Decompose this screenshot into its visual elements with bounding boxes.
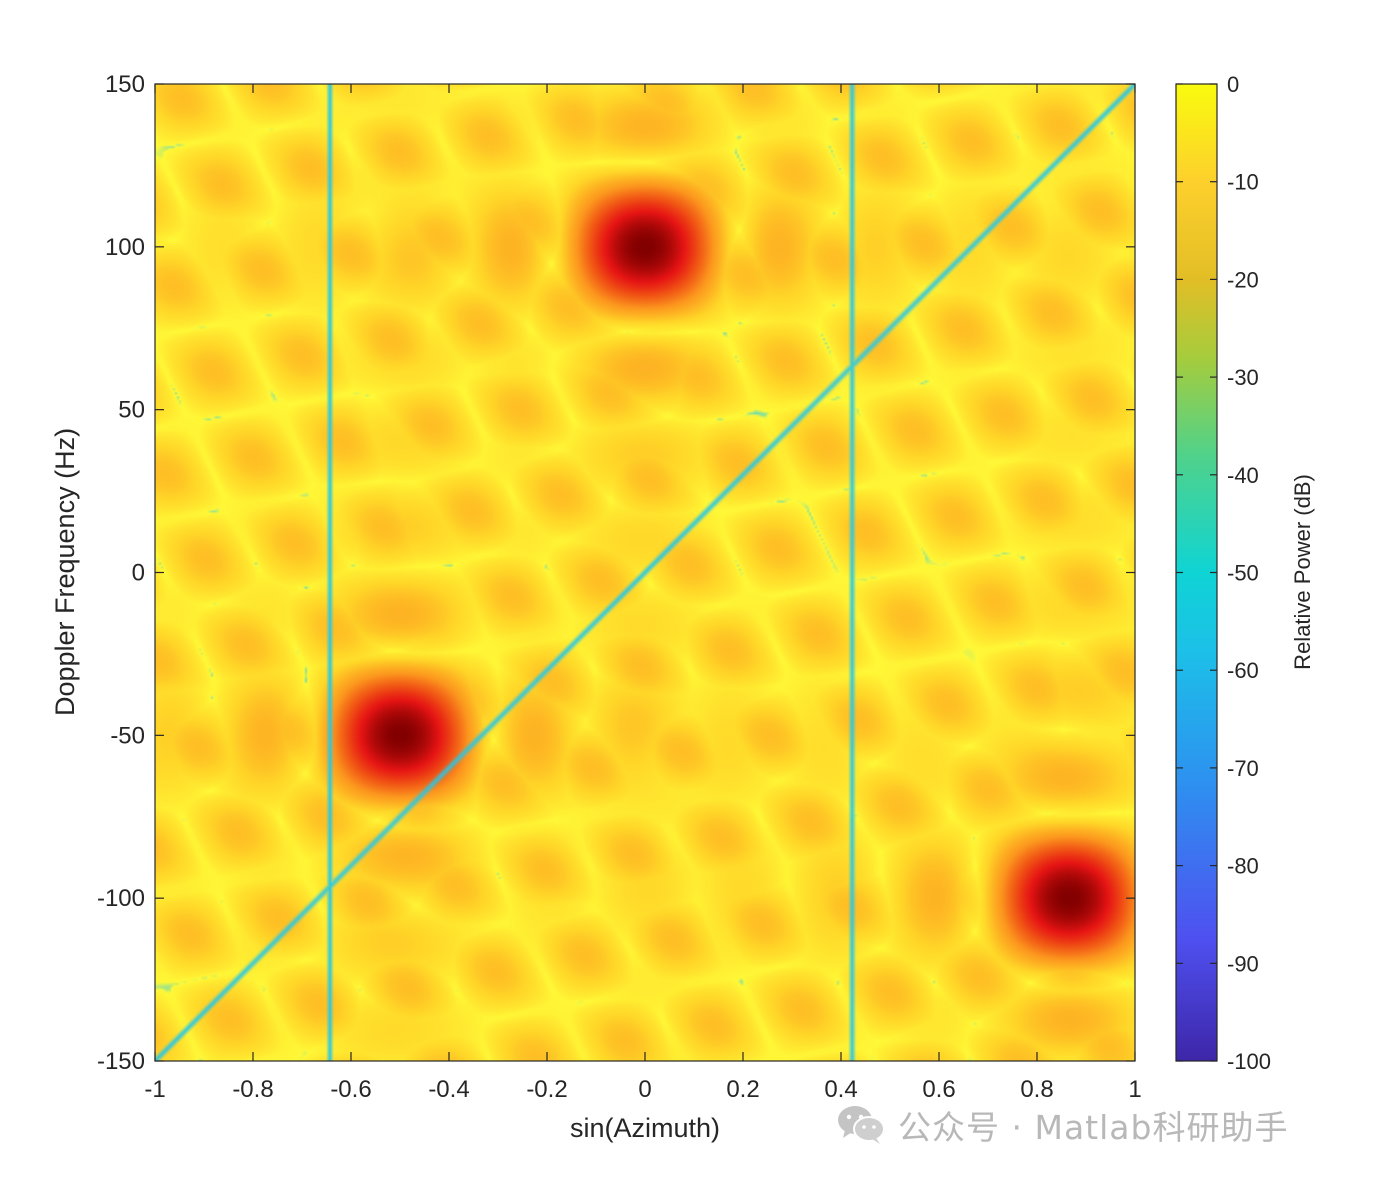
y-tick-label: 100 xyxy=(105,234,145,261)
colorbar-tick-label: -30 xyxy=(1227,365,1259,390)
colorbar-label: Relative Power (dB) xyxy=(1290,474,1315,670)
colorbar-tick-label: -40 xyxy=(1227,463,1259,488)
colorbar-tick-label: -10 xyxy=(1227,170,1259,195)
colorbar-tick-label: -80 xyxy=(1227,854,1259,879)
y-tick-label: -150 xyxy=(97,1048,145,1075)
colorbar-tick-label: -100 xyxy=(1227,1049,1271,1074)
heatmap-raster xyxy=(155,84,1135,1061)
heatmap-image xyxy=(155,84,1135,1061)
x-tick-label: 1 xyxy=(1128,1076,1141,1103)
y-tick-label: 50 xyxy=(118,397,145,424)
x-tick-label: 0.2 xyxy=(726,1076,759,1103)
x-tick-label: -0.8 xyxy=(232,1076,273,1103)
colorbar-tick-label: -20 xyxy=(1227,267,1259,292)
x-tick-label: 0 xyxy=(638,1076,651,1103)
x-axis-ticks: -1 -0.8 -0.6 -0.4 -0.2 0 0.2 0.4 0.6 0.8 1 xyxy=(144,84,1142,1103)
colorbar-tick-label: -50 xyxy=(1227,561,1259,586)
wechat-icon xyxy=(838,1106,885,1144)
x-axis-label: sin(Azimuth) xyxy=(570,1113,720,1143)
x-tick-label: 0.4 xyxy=(824,1076,857,1103)
watermark: 公众号 · Matlab科研助手 xyxy=(836,1100,1288,1150)
x-tick-label: -0.4 xyxy=(428,1076,469,1103)
colorbar-tick-label: -70 xyxy=(1227,756,1259,781)
x-tick-label: -0.6 xyxy=(330,1076,371,1103)
x-tick-label: 0.6 xyxy=(922,1076,955,1103)
watermark-text: 公众号 · Matlab科研助手 xyxy=(898,1108,1289,1147)
colorbar-ticks: 0 -10 -20 -30 -40 -50 -60 -70 -80 -90 -100 xyxy=(1176,72,1271,1074)
y-axis-label: Doppler Frequency (Hz) xyxy=(50,428,80,716)
x-tick-label: 0.8 xyxy=(1020,1076,1053,1103)
y-axis-ticks: 150 100 50 0 -50 -100 -150 xyxy=(97,71,1135,1075)
colorbar-tick-label: -90 xyxy=(1227,951,1259,976)
colorbar-tick-label: -60 xyxy=(1227,658,1259,683)
colorbar-tick-label: 0 xyxy=(1227,72,1239,97)
y-tick-label: -50 xyxy=(110,722,145,749)
x-tick-label: -1 xyxy=(144,1076,165,1103)
y-tick-label: 150 xyxy=(105,71,145,98)
y-tick-label: -100 xyxy=(97,885,145,912)
x-tick-label: -0.2 xyxy=(526,1076,567,1103)
plot-area xyxy=(154,83,1136,1062)
colorbar: 0 -10 -20 -30 -40 -50 -60 -70 -80 -90 -100 Relativ… xyxy=(1175,72,1315,1074)
y-tick-label: 0 xyxy=(132,560,145,587)
